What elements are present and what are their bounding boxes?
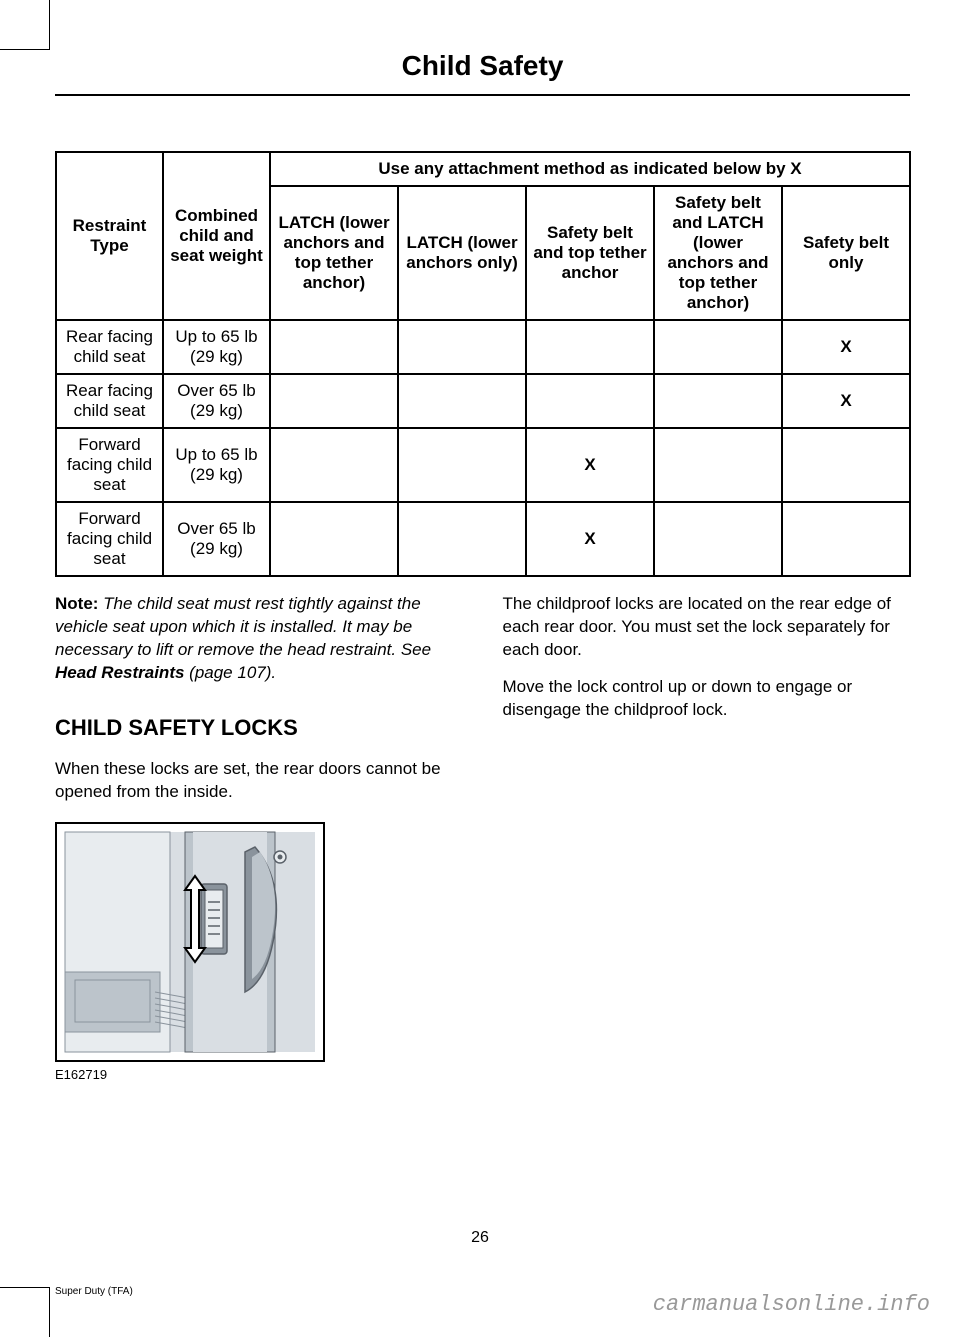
note-label: Note:: [55, 594, 98, 613]
th-belt-top: Safety belt and top tether anchor: [526, 186, 654, 320]
cell-c5: [782, 428, 910, 502]
cell-restraint: Rear facing child seat: [56, 374, 163, 428]
cell-c5: X: [782, 374, 910, 428]
table-row: Rear facing child seat Over 65 lb (29 kg…: [56, 374, 910, 428]
table-body: Rear facing child seat Up to 65 lb (29 k…: [56, 320, 910, 576]
cell-restraint: Rear facing child seat: [56, 320, 163, 374]
doc-footer: Super Duty (TFA): [55, 1286, 133, 1297]
locks-p1: The childproof locks are located on the …: [503, 593, 911, 662]
cell-c4: [654, 502, 782, 576]
cell-c2: [398, 374, 526, 428]
cell-c4: [654, 428, 782, 502]
th-weight: Combined child and seat weight: [163, 152, 270, 320]
locks-p2: Move the lock control up or down to enga…: [503, 676, 911, 722]
door-lock-svg: [55, 822, 325, 1062]
section-heading: CHILD SAFETY LOCKS: [55, 713, 463, 743]
cell-c3: [526, 320, 654, 374]
cell-weight: Up to 65 lb (29 kg): [163, 320, 270, 374]
table-row: Forward facing child seat Up to 65 lb (2…: [56, 428, 910, 502]
left-column: Note: The child seat must rest tightly a…: [55, 593, 463, 1084]
th-method-span: Use any attachment method as indicated b…: [270, 152, 910, 186]
cell-c1: [270, 502, 398, 576]
cell-c1: [270, 374, 398, 428]
attachment-table: Restraint Type Combined child and seat w…: [55, 151, 911, 577]
table-row: Rear facing child seat Up to 65 lb (29 k…: [56, 320, 910, 374]
door-lock-figure: E162719: [55, 822, 463, 1084]
page-frame-bottom: [0, 1287, 50, 1337]
cell-c5: X: [782, 320, 910, 374]
watermark: carmanualsonline.info: [653, 1292, 930, 1317]
th-latch-only: LATCH (lower anchors only): [398, 186, 526, 320]
th-restraint: Restraint Type: [56, 152, 163, 320]
cell-weight: Up to 65 lb (29 kg): [163, 428, 270, 502]
th-belt-latch: Safety belt and LATCH (lower anchors and…: [654, 186, 782, 320]
cell-restraint: Forward facing child seat: [56, 502, 163, 576]
figure-label: E162719: [55, 1066, 463, 1084]
cell-c2: [398, 428, 526, 502]
note-pageref: (page 107).: [184, 663, 276, 682]
cell-c4: [654, 374, 782, 428]
page-number: 26: [0, 1229, 960, 1247]
cell-restraint: Forward facing child seat: [56, 428, 163, 502]
right-column: The childproof locks are located on the …: [503, 593, 911, 1084]
page-content: Child Safety Restraint Type Combined chi…: [55, 50, 910, 1084]
cell-weight: Over 65 lb (29 kg): [163, 502, 270, 576]
cell-c3: X: [526, 428, 654, 502]
note-paragraph: Note: The child seat must rest tightly a…: [55, 593, 463, 685]
body-columns: Note: The child seat must rest tightly a…: [55, 593, 910, 1084]
cell-c3: [526, 374, 654, 428]
cell-c4: [654, 320, 782, 374]
page-frame-top: [0, 0, 50, 50]
cell-c2: [398, 320, 526, 374]
cell-c1: [270, 320, 398, 374]
table-row: Forward facing child seat Over 65 lb (29…: [56, 502, 910, 576]
th-latch-full: LATCH (lower anchors and top tether anch…: [270, 186, 398, 320]
locks-intro: When these locks are set, the rear doors…: [55, 758, 463, 804]
cell-c5: [782, 502, 910, 576]
cell-c3: X: [526, 502, 654, 576]
page-title: Child Safety: [55, 50, 910, 96]
cell-weight: Over 65 lb (29 kg): [163, 374, 270, 428]
cell-c2: [398, 502, 526, 576]
th-belt-only: Safety belt only: [782, 186, 910, 320]
note-link: Head Restraints: [55, 663, 184, 682]
cell-c1: [270, 428, 398, 502]
note-body: The child seat must rest tightly against…: [55, 594, 431, 659]
